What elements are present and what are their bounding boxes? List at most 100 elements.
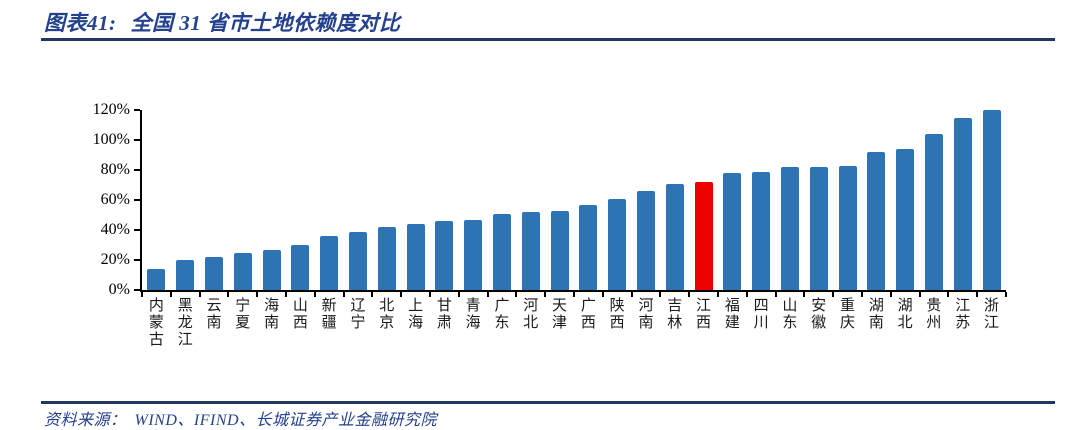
bar-黑龙江 — [176, 260, 195, 290]
x-axis-tick — [745, 292, 748, 297]
x-label-slot: 湖南 — [860, 297, 889, 348]
bar-云南 — [204, 257, 223, 290]
x-label-slot: 陕西 — [601, 297, 630, 348]
chart-number-label: 图表41: — [44, 11, 117, 35]
bar-slot — [200, 110, 229, 290]
x-axis-label: 陕西 — [607, 297, 624, 331]
bar-slot — [920, 110, 949, 290]
y-axis-tick — [134, 139, 140, 141]
x-axis-tick — [141, 292, 143, 297]
bar-北京 — [377, 227, 396, 290]
x-label-slot: 新疆 — [313, 297, 342, 348]
bar-广东 — [492, 213, 511, 290]
bar-slot — [516, 110, 545, 290]
x-axis-label: 山东 — [780, 297, 797, 331]
x-axis-tick — [803, 292, 806, 297]
bar-slot — [948, 110, 977, 290]
bar-slot — [488, 110, 517, 290]
x-label-slot: 浙江 — [975, 297, 1004, 348]
x-label-slot: 辽宁 — [342, 297, 371, 348]
bar-slot — [804, 110, 833, 290]
x-label-slot: 青海 — [457, 297, 486, 348]
x-axis-tick — [947, 292, 950, 297]
x-axis-label: 江苏 — [953, 297, 970, 331]
bar-slot — [286, 110, 315, 290]
x-axis-label: 宁夏 — [233, 297, 250, 331]
y-axis-label: 60% — [100, 191, 130, 208]
bar-slot — [142, 110, 171, 290]
x-axis-tick — [284, 292, 287, 297]
bar-slot — [401, 110, 430, 290]
x-axis-label: 安徽 — [809, 297, 826, 331]
x-label-slot: 海南 — [255, 297, 284, 348]
bar-slot — [891, 110, 920, 290]
source-text: WIND、IFIND、长城证券产业金融研究院 — [134, 412, 438, 429]
y-axis-label: 100% — [92, 131, 130, 148]
x-axis-label: 甘肃 — [434, 297, 451, 331]
x-axis-tick — [515, 292, 518, 297]
x-axis-tick — [227, 292, 230, 297]
x-axis-tick — [169, 292, 172, 297]
bar-slot — [747, 110, 776, 290]
y-axis-label: 120% — [92, 101, 130, 118]
x-axis-tick — [601, 292, 604, 297]
x-axis-tick — [630, 292, 633, 297]
x-axis-tick — [861, 292, 863, 297]
footer-divider — [41, 401, 1055, 404]
x-label-slot: 吉林 — [658, 297, 687, 348]
x-label-slot: 广东 — [486, 297, 515, 348]
bar-河北 — [521, 212, 540, 290]
bar-河南 — [636, 191, 655, 290]
bar-slot — [689, 110, 718, 290]
x-axis-label: 内蒙古 — [146, 297, 163, 348]
x-axis: 内蒙古 黑龙江 云南 宁夏 海南 山西 新疆 辽宁 北京 上海 甘肃 青海 广东 河北 天津 广西 陕西 河南 吉林… — [140, 297, 1004, 348]
bar-slot — [574, 110, 603, 290]
bar-slot — [977, 110, 1006, 290]
x-label-slot: 江苏 — [946, 297, 975, 348]
x-axis-tick — [371, 292, 374, 297]
x-axis-tick — [198, 292, 201, 297]
bar-天津 — [550, 210, 569, 290]
bar-安徽 — [809, 167, 828, 290]
bar-slot — [344, 110, 373, 290]
source-label: 资料来源： — [44, 412, 127, 429]
x-axis-tick — [573, 292, 575, 297]
bar-slot — [632, 110, 661, 290]
x-axis-label: 青海 — [463, 297, 480, 331]
x-axis-label: 海南 — [262, 297, 279, 331]
y-axis-label: 0% — [108, 281, 130, 298]
y-axis-tick — [134, 169, 140, 172]
bar-slot — [171, 110, 200, 290]
bar-贵州 — [924, 134, 943, 290]
y-axis: 0% 20% 40% 60% 80% 100% 120% — [0, 101, 130, 298]
x-label-slot: 云南 — [198, 297, 227, 348]
x-label-slot: 天津 — [543, 297, 572, 348]
x-label-slot: 北京 — [370, 297, 399, 348]
x-label-slot: 广西 — [572, 297, 601, 348]
y-axis-tick — [134, 199, 140, 201]
x-axis-label: 上海 — [406, 297, 423, 331]
x-axis-label: 四川 — [751, 297, 768, 331]
x-axis-tick — [832, 292, 835, 297]
bar-辽宁 — [348, 231, 367, 290]
chart-title-text: 全国 31 省市土地依赖度对比 — [130, 11, 401, 35]
bar-上海 — [406, 224, 425, 290]
x-label-slot: 贵州 — [918, 297, 947, 348]
x-label-slot: 上海 — [399, 297, 428, 348]
bar-slot — [718, 110, 747, 290]
x-axis-tick — [313, 292, 316, 297]
x-label-slot: 甘肃 — [428, 297, 457, 348]
x-axis-tick — [889, 292, 892, 297]
x-label-slot: 河南 — [630, 297, 659, 348]
bar-slot — [776, 110, 805, 290]
bar-slot — [833, 110, 862, 290]
x-axis-label: 浙江 — [982, 297, 998, 331]
bar-slot — [372, 110, 401, 290]
x-label-slot: 内蒙古 — [140, 297, 169, 348]
bar-江西 — [694, 182, 713, 290]
x-axis-tick — [716, 292, 719, 297]
y-axis-tick — [134, 289, 140, 291]
x-axis-label: 广西 — [578, 297, 595, 331]
x-axis-label: 天津 — [550, 297, 567, 331]
